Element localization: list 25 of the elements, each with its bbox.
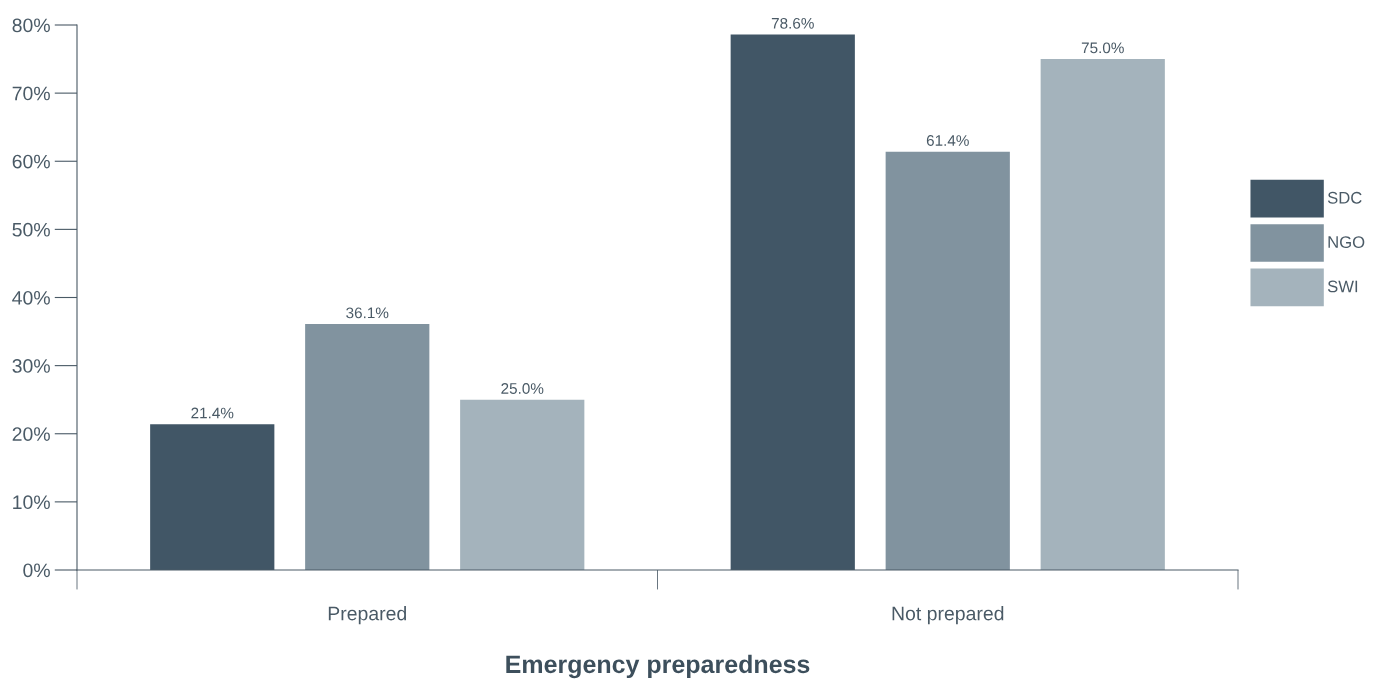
y-tick-label: 0%: [23, 563, 50, 578]
data-label: 25.0%: [501, 383, 544, 394]
y-tick-label: 60%: [12, 154, 50, 169]
data-label: 75.0%: [1081, 42, 1124, 54]
y-tick-label: 40%: [12, 290, 50, 305]
y-tick-label: 50%: [12, 222, 50, 237]
data-label: 78.6%: [771, 17, 814, 29]
data-label: 61.4%: [926, 135, 969, 146]
bar: [885, 151, 1010, 570]
bar: [460, 399, 585, 570]
legend-label: SDC: [1327, 191, 1362, 204]
y-tick-label: 30%: [12, 359, 50, 373]
legend-label: NGO: [1328, 236, 1365, 248]
x-axis-title: Emergency preparedness: [506, 654, 810, 679]
legend-label: SWI: [1327, 280, 1358, 293]
data-label: 36.1%: [346, 307, 389, 319]
y-tick-label: 70%: [12, 86, 50, 101]
x-tick-label: Not prepared: [892, 606, 1004, 625]
y-tick-label: 20%: [12, 427, 50, 441]
data-label: 21.4%: [191, 407, 234, 419]
bar: [1040, 59, 1165, 570]
x-tick-label: Prepared: [328, 606, 406, 625]
bar: [305, 324, 430, 570]
y-tick-label: 80%: [12, 18, 50, 33]
y-tick-label: 10%: [13, 495, 50, 510]
